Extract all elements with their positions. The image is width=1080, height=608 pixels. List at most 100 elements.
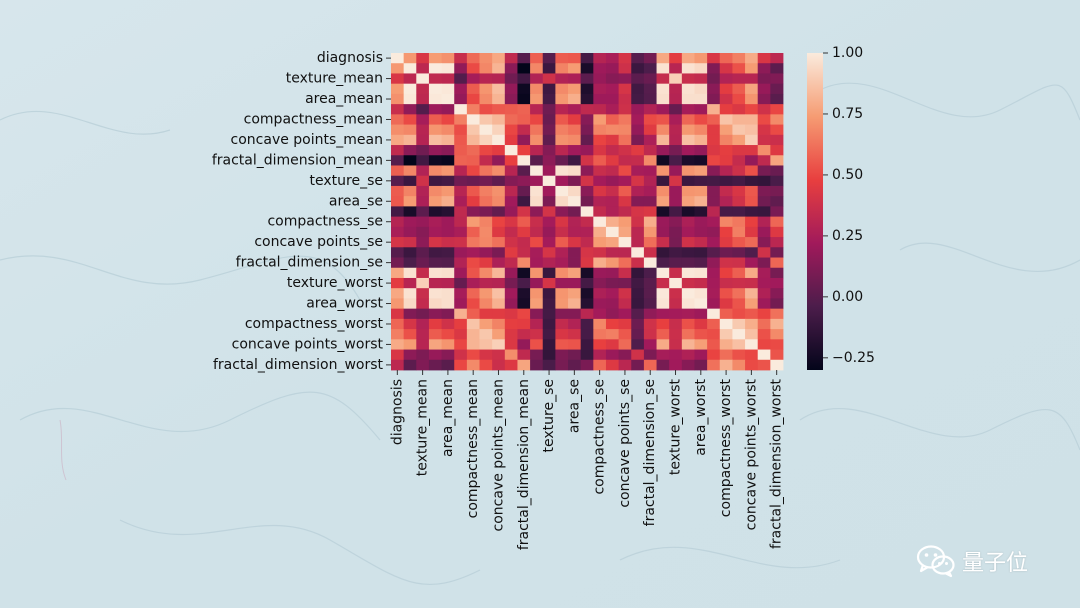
heatmap-cell: [605, 145, 620, 156]
heatmap-cell: [745, 247, 759, 258]
heatmap-cell: [732, 339, 746, 350]
heatmap-cell: [732, 83, 746, 95]
heatmap-cell: [669, 165, 683, 177]
heatmap-cell: [745, 104, 759, 115]
heatmap-cell: [403, 329, 417, 340]
heatmap-cell: [542, 298, 556, 310]
heatmap-cell: [454, 226, 468, 238]
heatmap-cell: [770, 359, 784, 371]
heatmap-cell: [568, 83, 582, 95]
heatmap-cell: [694, 298, 708, 310]
x-tick-label: texture_se: [541, 379, 557, 452]
heatmap-cell: [605, 237, 620, 248]
heatmap-cell: [441, 349, 455, 361]
heatmap-cell: [694, 288, 708, 299]
heatmap-cell: [631, 83, 645, 95]
heatmap-cell: [694, 63, 708, 74]
heatmap-cell: [441, 329, 455, 340]
heatmap-cell: [593, 339, 607, 350]
heatmap-cell: [530, 267, 544, 279]
heatmap-cell: [416, 329, 430, 340]
heatmap-cell: [403, 93, 417, 105]
heatmap-cell: [770, 349, 784, 361]
heatmap-cell: [707, 329, 721, 340]
heatmap-cell: [757, 267, 771, 279]
heatmap-cell: [681, 93, 695, 105]
heatmap-cell: [428, 298, 442, 310]
heatmap-cell: [479, 155, 493, 166]
heatmap-cell: [757, 165, 771, 177]
heatmap-cell: [441, 237, 455, 248]
heatmap-cell: [694, 93, 708, 105]
heatmap-cell: [517, 175, 531, 187]
heatmap-cell: [732, 175, 746, 187]
heatmap-cell: [694, 277, 708, 289]
heatmap-cell: [681, 298, 695, 310]
heatmap-cell: [504, 206, 518, 218]
heatmap-cell: [454, 237, 468, 248]
heatmap-cell: [530, 73, 544, 85]
heatmap-cell: [681, 257, 695, 269]
heatmap-cell: [479, 257, 493, 269]
heatmap-cell: [454, 257, 468, 269]
heatmap-cell: [719, 93, 733, 105]
x-tick-label: diagnosis: [389, 379, 405, 445]
heatmap-cell: [454, 288, 468, 299]
heatmap-cell: [694, 206, 708, 218]
heatmap-cell: [555, 226, 569, 238]
heatmap-cell: [618, 73, 632, 85]
heatmap-cell: [479, 226, 493, 238]
heatmap-cell: [568, 175, 582, 187]
heatmap-cell: [745, 298, 759, 310]
heatmap-cell: [770, 104, 784, 115]
heatmap-cell: [631, 165, 645, 177]
heatmap-cell: [656, 226, 670, 238]
heatmap-cell: [631, 114, 645, 125]
heatmap-cell: [517, 277, 531, 289]
heatmap-cell: [454, 216, 468, 228]
heatmap-cell: [732, 216, 746, 228]
heatmap-cell: [492, 277, 506, 289]
heatmap-cell: [568, 247, 582, 258]
heatmap-cell: [681, 124, 695, 136]
heatmap-cell: [568, 359, 582, 371]
heatmap-cell: [618, 267, 632, 279]
heatmap-cell: [568, 318, 582, 330]
heatmap-cell: [530, 237, 544, 248]
heatmap-cell: [479, 124, 493, 136]
heatmap-cell: [504, 63, 518, 74]
heatmap-cell: [504, 247, 518, 258]
heatmap-cell: [517, 63, 531, 74]
heatmap-cell: [631, 134, 645, 146]
heatmap-cell: [416, 359, 430, 371]
heatmap-cell: [479, 267, 493, 279]
heatmap-cell: [643, 145, 657, 156]
heatmap-cell: [593, 93, 607, 105]
heatmap-cell: [492, 124, 506, 136]
heatmap-cell: [719, 196, 733, 207]
heatmap-cell: [504, 185, 518, 197]
heatmap-cell: [593, 53, 607, 64]
heatmap-cell: [669, 288, 683, 299]
heatmap-cell: [504, 216, 518, 228]
heatmap-cell: [732, 155, 746, 166]
heatmap-cell: [391, 206, 405, 218]
heatmap-cell: [719, 73, 733, 85]
heatmap-cell: [428, 206, 442, 218]
heatmap-cell: [568, 277, 582, 289]
heatmap-cell: [732, 329, 746, 340]
heatmap-cell: [580, 257, 594, 269]
heatmap-cell: [391, 63, 405, 74]
heatmap-cell: [454, 277, 468, 289]
heatmap-cell: [517, 196, 531, 207]
heatmap-cell: [593, 329, 607, 340]
heatmap-cell: [517, 308, 531, 320]
heatmap-cell: [479, 318, 493, 330]
heatmap-cell: [530, 134, 544, 146]
heatmap-cell: [669, 226, 683, 238]
heatmap-cell: [669, 114, 683, 125]
heatmap-cell: [593, 73, 607, 85]
heatmap-cell: [492, 267, 506, 279]
heatmap-cell: [770, 175, 784, 187]
heatmap-cell: [542, 155, 556, 166]
